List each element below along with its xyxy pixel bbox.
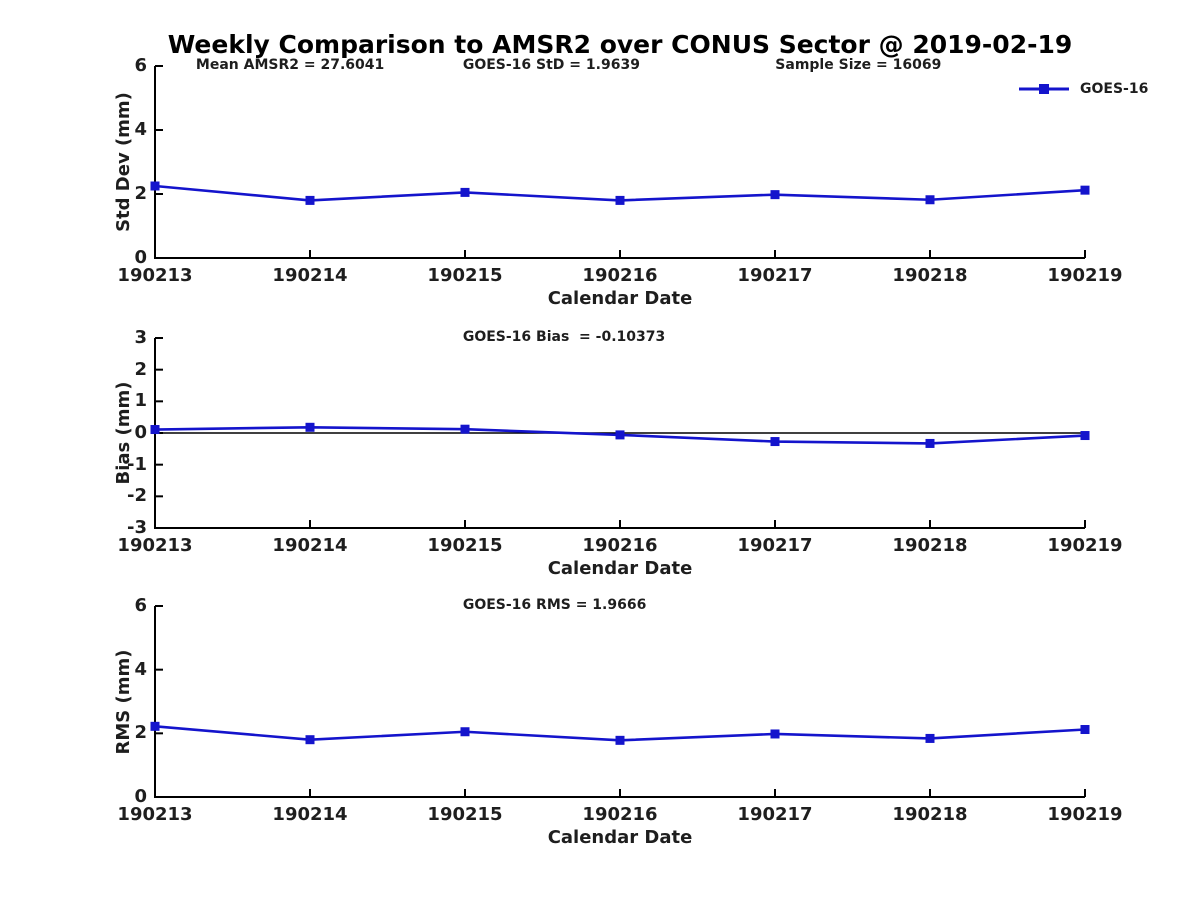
- bias-y-axis-title: Bias (mm): [113, 381, 134, 485]
- bias-data-marker: [615, 430, 625, 440]
- legend-line-sample: [1019, 84, 1069, 94]
- bias-x-tick-label: 190213: [117, 535, 193, 556]
- std-dev-y-tick-label: 0: [134, 247, 147, 268]
- std-dev-data-marker: [460, 187, 470, 197]
- std-dev-annotation: GOES-16 StD = 1.9639: [462, 57, 640, 73]
- chart-title: Weekly Comparison to AMSR2 over CONUS Se…: [167, 30, 1073, 59]
- rms-data-marker: [305, 735, 315, 745]
- std-dev-y-tick-label: 4: [134, 119, 147, 140]
- bias-y-tick-label: 1: [134, 390, 147, 412]
- bias-x-tick-label: 190219: [1047, 535, 1123, 556]
- rms-x-axis-title: Calendar Date: [547, 827, 693, 848]
- rms-x-tick-label: 190218: [892, 804, 968, 825]
- std-dev-data-marker: [925, 195, 935, 205]
- rms-x-tick-label: 190216: [582, 804, 658, 825]
- rms-y-tick-label: 4: [134, 658, 147, 680]
- rms-y-tick-label: 0: [134, 786, 147, 807]
- bias-data-marker: [305, 422, 315, 432]
- std-dev-x-tick-label: 190213: [117, 265, 193, 286]
- bias-y-tick-label: -1: [127, 453, 147, 475]
- std-dev-data-marker: [305, 195, 315, 205]
- std-dev-axes: [154, 66, 1085, 259]
- std-dev-y-axis-title: Std Dev (mm): [113, 92, 134, 232]
- rms-y-tick-label: 2: [134, 722, 147, 744]
- std-dev-x-tick-label: 190217: [737, 265, 813, 286]
- bias-y-tick-label: 0: [134, 422, 147, 443]
- bias-data-marker: [770, 437, 780, 447]
- rms-x-tick-label: 190213: [117, 804, 193, 825]
- bias-x-axis-title: Calendar Date: [547, 558, 693, 579]
- std-dev-x-tick-label: 190215: [427, 265, 503, 286]
- std-dev-x-tick-label: 190218: [892, 265, 968, 286]
- legend: GOES-16: [1018, 81, 1148, 97]
- rms-x-tick-label: 190217: [737, 804, 813, 825]
- legend-square-marker-icon: [1039, 84, 1049, 94]
- rms-data-marker: [1080, 725, 1090, 735]
- bias-y-tick-label: 2: [134, 358, 147, 380]
- rms-x-tick-label: 190214: [272, 804, 348, 825]
- bias-data-marker: [1080, 431, 1090, 441]
- bias-y-tick-label: 3: [134, 327, 147, 348]
- bias-x-tick-label: 190215: [427, 535, 503, 556]
- bias-data-marker: [150, 425, 160, 435]
- std-dev-y-tick-label: 6: [134, 55, 147, 76]
- bias-x-tick-label: 190216: [582, 535, 658, 556]
- std-dev-data-marker: [615, 195, 625, 205]
- bias-x-tick-label: 190214: [272, 535, 348, 556]
- rms-y-axis-title: RMS (mm): [113, 649, 134, 754]
- std-dev-data-marker: [150, 181, 160, 191]
- bias-data-marker: [925, 438, 935, 448]
- std-dev-y-tick-label: 2: [134, 183, 147, 204]
- rms-x-tick-label: 190219: [1047, 804, 1123, 825]
- bias-y-tick-label: -2: [127, 485, 147, 507]
- rms-annotation: GOES-16 RMS = 1.9666: [462, 597, 647, 613]
- bias-x-tick-label: 190217: [737, 535, 813, 556]
- std-dev-data-marker: [770, 190, 780, 200]
- std-dev-annotation: Mean AMSR2 = 27.6041: [195, 57, 385, 73]
- std-dev-x-axis-title: Calendar Date: [547, 288, 693, 309]
- std-dev-x-tick-label: 190219: [1047, 265, 1123, 286]
- rms-data-marker: [925, 733, 935, 743]
- rms-data-marker: [615, 735, 625, 745]
- std-dev-x-tick-label: 190214: [272, 265, 348, 286]
- rms-data-marker: [460, 727, 470, 737]
- rms-x-tick-label: 190215: [427, 804, 503, 825]
- bias-data-marker: [460, 424, 470, 434]
- bias-x-tick-label: 190218: [892, 535, 968, 556]
- bias-y-tick-label: -3: [127, 517, 147, 538]
- legend-label: GOES-16: [1080, 81, 1149, 97]
- std-dev-x-tick-label: 190216: [582, 265, 658, 286]
- rms-axes: [154, 606, 1085, 798]
- std-dev-annotation: Sample Size = 16069: [775, 57, 942, 73]
- bias-annotation: GOES-16 Bias = -0.10373: [462, 329, 666, 345]
- std-dev-data-marker: [1080, 185, 1090, 195]
- rms-data-marker: [770, 729, 780, 739]
- rms-data-marker: [150, 721, 160, 731]
- rms-y-tick-label: 6: [134, 595, 147, 616]
